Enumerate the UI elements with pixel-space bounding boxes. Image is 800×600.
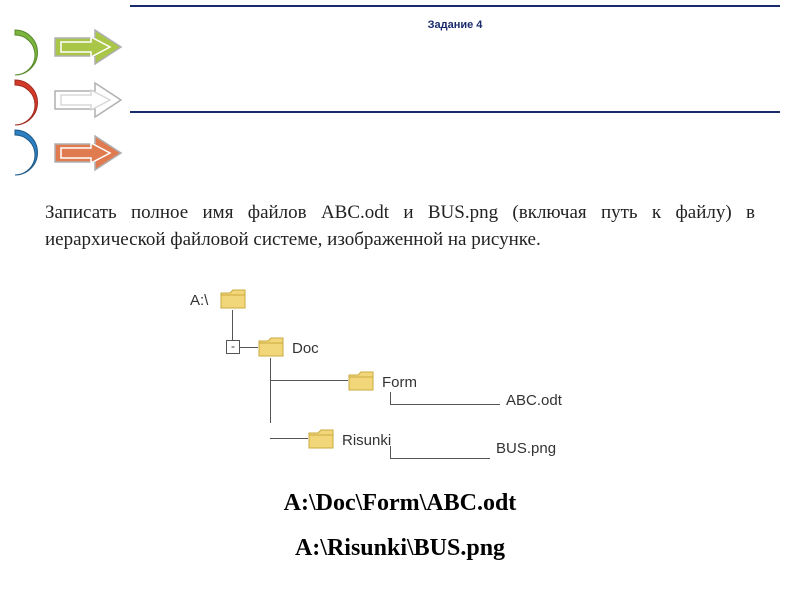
connector xyxy=(390,446,391,458)
connector xyxy=(390,392,391,404)
folder-form-label: Form xyxy=(382,374,417,391)
task-title: Задание 4 xyxy=(130,7,780,111)
connector xyxy=(390,404,500,405)
connector xyxy=(270,438,308,439)
folder-icon xyxy=(220,288,246,310)
folder-icon xyxy=(348,370,374,392)
file-bus-label: BUS.png xyxy=(496,440,556,457)
answer-line-2: A:\Risunki\BUS.png xyxy=(0,535,800,562)
tree-root-label: A:\ xyxy=(190,292,208,309)
decorative-spiral xyxy=(0,5,130,185)
header: Задание 4 xyxy=(130,5,780,113)
connector xyxy=(270,380,348,381)
folder-icon xyxy=(258,336,284,358)
file-abc-label: ABC.odt xyxy=(506,392,562,409)
answer-line-1: A:\Doc\Form\ABC.odt xyxy=(0,490,800,517)
collapse-toggle[interactable]: - xyxy=(226,340,240,354)
connector xyxy=(390,458,490,459)
file-tree: A:\ - Doc Form ABC.odt Risunki BUS.png xyxy=(190,288,610,468)
folder-doc-label: Doc xyxy=(292,340,319,357)
task-prompt: Записать полное имя файлов ABC.odt и BUS… xyxy=(45,200,755,253)
folder-icon xyxy=(308,428,334,450)
header-line-bottom xyxy=(130,111,780,113)
answers: A:\Doc\Form\ABC.odt A:\Risunki\BUS.png xyxy=(0,490,800,580)
connector xyxy=(270,358,271,423)
connector xyxy=(240,347,258,348)
folder-risunki-label: Risunki xyxy=(342,432,391,449)
